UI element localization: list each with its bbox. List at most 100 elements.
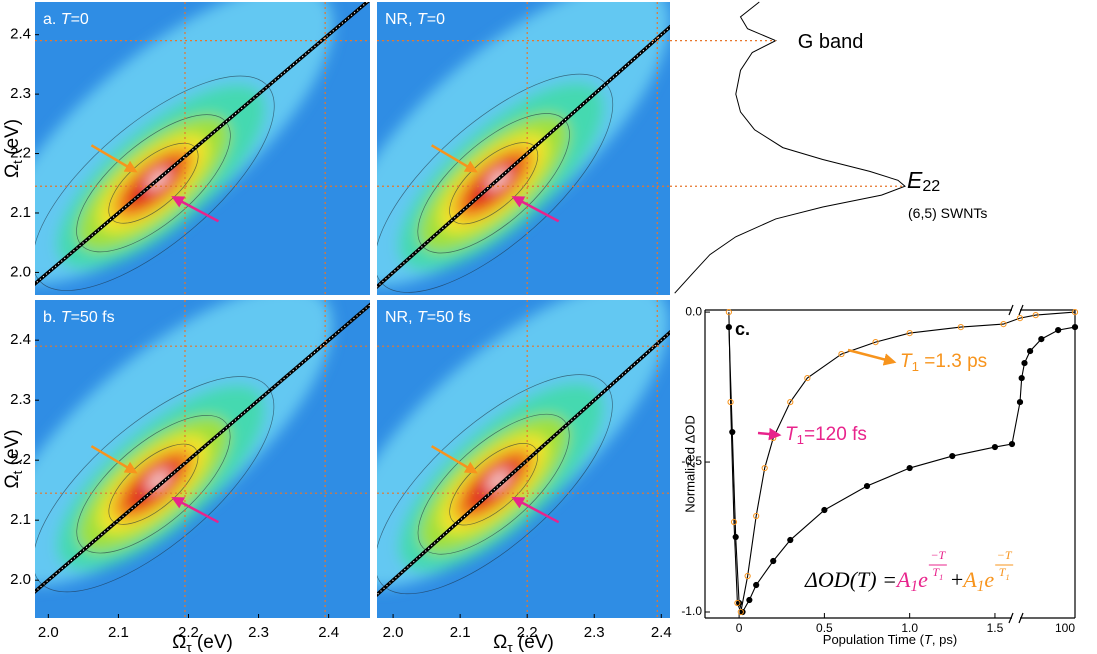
y-axis-title-part: (eV) bbox=[2, 429, 23, 470]
x-tick-label: 100 bbox=[1055, 621, 1075, 635]
data-point bbox=[1071, 323, 1079, 331]
data-point bbox=[1032, 311, 1039, 319]
data-point bbox=[906, 329, 913, 337]
data-point bbox=[730, 518, 738, 526]
data-point bbox=[804, 374, 811, 382]
x-axis-title-part: Ω bbox=[172, 632, 186, 653]
equation-exp-den-part: 1 bbox=[939, 573, 943, 582]
x-axis-title-part: (eV) bbox=[192, 632, 233, 653]
x-tick-label: 1.5 bbox=[987, 621, 1004, 635]
panel-title-part: T bbox=[61, 11, 72, 28]
heatmap-blob bbox=[487, 470, 510, 491]
annotation: T1 =1.3 ps bbox=[900, 351, 987, 374]
equation-term-part: A bbox=[895, 567, 911, 592]
equation-term-part: e bbox=[984, 567, 994, 592]
y-tick-label: 2.2 bbox=[10, 451, 31, 468]
e22-label-part: E bbox=[907, 167, 923, 193]
data-point bbox=[1055, 326, 1062, 334]
equation-exp-den-part: 1 bbox=[1005, 573, 1009, 582]
x-tick-label: 2.1 bbox=[450, 624, 471, 641]
heatmap bbox=[35, 300, 370, 618]
g-band-label: G band bbox=[798, 31, 864, 53]
e22-label: E22 bbox=[907, 167, 940, 195]
x-tick-label: 2.1 bbox=[108, 624, 129, 641]
panel-title: a. T=0 bbox=[43, 11, 89, 28]
annotation-part: 1 bbox=[797, 432, 804, 447]
data-point bbox=[770, 557, 777, 565]
equation-exp-num: −T bbox=[930, 548, 946, 562]
data-point bbox=[729, 428, 736, 436]
data-point bbox=[725, 323, 732, 331]
arrow bbox=[847, 348, 897, 366]
annotation-part: 1 bbox=[912, 359, 919, 374]
panel-title: NR, T=0 bbox=[385, 11, 445, 28]
arrow bbox=[511, 196, 560, 223]
diagonal bbox=[377, 330, 670, 597]
panel-title-part: =50 fs bbox=[71, 309, 115, 326]
x-axis-title-part: Population Time ( bbox=[823, 632, 925, 647]
data-point bbox=[1016, 314, 1024, 322]
data-point bbox=[739, 608, 746, 616]
fit-line bbox=[728, 326, 1076, 614]
annotation: T1=120 fs bbox=[785, 424, 867, 447]
axis-break bbox=[1018, 612, 1024, 624]
heatmap-blobs bbox=[377, 300, 669, 588]
y-tick-label: 2.1 bbox=[10, 511, 31, 528]
diagonal-dots bbox=[377, 26, 670, 288]
contour bbox=[377, 374, 613, 595]
y-tick-label: 2.2 bbox=[10, 145, 31, 162]
y-axis-title-part: t bbox=[10, 470, 25, 474]
y-tick-label: 2.3 bbox=[10, 391, 31, 408]
data-point bbox=[872, 338, 879, 346]
equation-term-part: e bbox=[918, 567, 928, 592]
equation-term-part: 1 bbox=[977, 578, 985, 595]
equation-term-part: A bbox=[961, 567, 977, 592]
panel-title: NR, T=50 fs bbox=[385, 309, 471, 326]
y-axis-title-part: Ω bbox=[2, 164, 23, 178]
annotation-part: =120 fs bbox=[804, 424, 867, 445]
x-axis-title-part: T bbox=[924, 632, 933, 647]
equation-lhs: ΔOD(T) = bbox=[804, 567, 897, 592]
x-tick-label: 2.2 bbox=[517, 624, 538, 641]
y-axis-title-part: Ω bbox=[2, 474, 23, 488]
data-point bbox=[991, 443, 999, 451]
data-point bbox=[753, 581, 760, 589]
y-tick-label: 2.0 bbox=[10, 263, 31, 280]
panel-title: b. T=50 fs bbox=[43, 309, 115, 326]
y-axis-title: Ωt (eV) bbox=[2, 119, 25, 178]
data-point bbox=[736, 599, 743, 607]
x-axis-title: Population Time (T, ps) bbox=[823, 632, 957, 647]
y-tick-label: -0.5 bbox=[681, 454, 702, 468]
data-point bbox=[734, 599, 741, 607]
data-point bbox=[821, 506, 828, 514]
x-tick-label: 2.4 bbox=[651, 624, 672, 641]
panel-title: c. bbox=[735, 319, 750, 339]
heatmap bbox=[35, 2, 370, 295]
y-axis-title: Ωt (eV) bbox=[2, 429, 25, 488]
diagonal-dots bbox=[35, 304, 370, 593]
x-tick-label: 0.5 bbox=[816, 621, 833, 635]
heatmap bbox=[377, 300, 670, 618]
x-tick-label: 2.3 bbox=[248, 624, 269, 641]
arrow bbox=[757, 427, 782, 441]
data-point bbox=[746, 596, 753, 604]
arrow bbox=[431, 144, 478, 173]
equation-exp-den-part: T bbox=[999, 565, 1007, 579]
data-point bbox=[1018, 374, 1025, 382]
data-point bbox=[787, 398, 794, 406]
arrow bbox=[171, 196, 220, 223]
panel-title-part: T bbox=[61, 309, 72, 326]
x-axis-title-part: Ω bbox=[493, 632, 507, 653]
data-point bbox=[1071, 308, 1079, 316]
data-point bbox=[863, 482, 871, 490]
equation-term-part: 1 bbox=[910, 578, 918, 595]
data-point bbox=[1000, 320, 1007, 328]
data-point bbox=[787, 536, 794, 544]
data-point bbox=[761, 464, 768, 472]
data-point bbox=[744, 572, 751, 580]
y-tick-label: 2.0 bbox=[10, 571, 31, 588]
heatmap-blobs bbox=[35, 300, 333, 585]
data-point bbox=[753, 512, 760, 520]
panel-title-part: T bbox=[417, 309, 428, 326]
